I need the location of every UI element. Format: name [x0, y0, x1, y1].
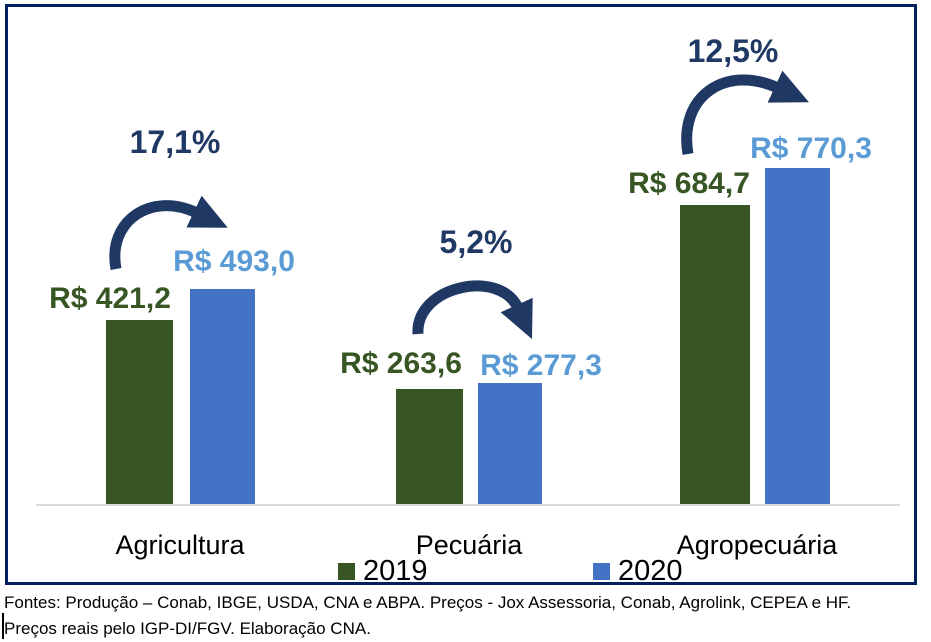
pct-change-agricultura: 17,1% [129, 124, 221, 160]
source-note: Fontes: Produção – Conab, IBGE, USDA, CN… [4, 590, 924, 642]
pct-change-pecuaria: 5,2% [439, 224, 513, 260]
curved-arrow-icon-pecuaria [412, 280, 533, 340]
legend-label-2019: 2019 [363, 555, 428, 587]
bar-agricultura-2020 [190, 289, 255, 504]
value-label-agricultura-2019: R$ 421,2 [49, 282, 171, 315]
bar-agropecuaria-2020 [765, 168, 830, 504]
legend-label-2020: 2020 [618, 555, 683, 587]
legend-item-2020: 2020 [593, 556, 683, 586]
bar-agropecuaria-2019 [680, 205, 750, 504]
source-note-line2: Preços reais pelo IGP-DI/FGV. Elaboração… [4, 619, 371, 638]
legend-item-2019: 2019 [338, 556, 428, 586]
legend-swatch-2020 [593, 562, 610, 580]
bar-agricultura-2019 [106, 320, 173, 504]
category-label-agricultura: Agricultura [115, 530, 245, 560]
value-label-pecuaria-2020: R$ 277,3 [480, 349, 602, 382]
curved-arrow-icon-agropecuaria [681, 70, 809, 155]
value-label-agricultura-2020: R$ 493,0 [173, 245, 295, 278]
value-label-agropecuaria-2020: R$ 770,3 [750, 132, 872, 165]
bar-pecuaria-2019 [396, 389, 463, 504]
category-label-agropecuaria: Agropecuária [676, 530, 838, 560]
text-cursor-caret [2, 613, 4, 639]
source-note-line1: Fontes: Produção – Conab, IBGE, USDA, CN… [4, 593, 852, 612]
curved-arrow-icon-agricultura [109, 195, 228, 271]
legend-swatch-2019 [338, 562, 355, 580]
value-label-pecuaria-2019: R$ 263,6 [340, 347, 462, 380]
value-label-agropecuaria-2019: R$ 684,7 [628, 167, 750, 200]
pct-change-agropecuaria: 12,5% [687, 33, 779, 69]
x-axis-line [36, 504, 900, 506]
category-label-pecuaria: Pecuária [415, 530, 523, 560]
bar-pecuaria-2020 [478, 383, 542, 504]
